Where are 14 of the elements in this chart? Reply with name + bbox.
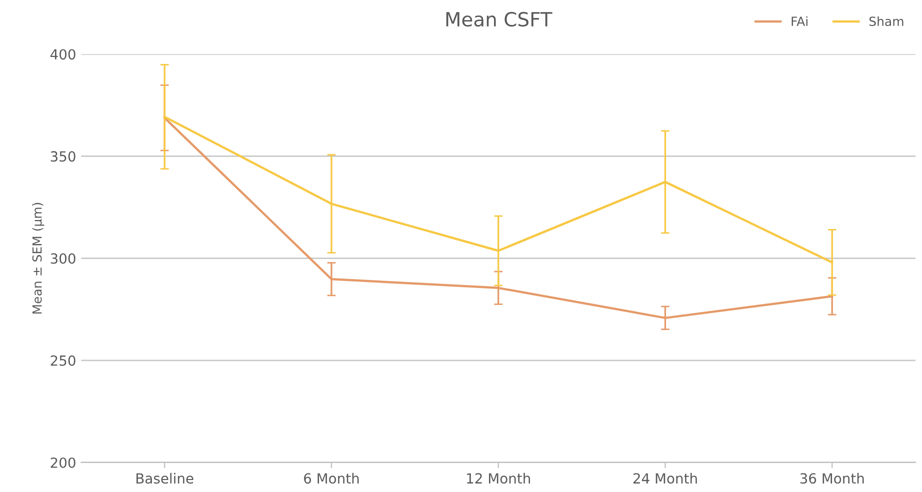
x-tick-label: 6 Month — [304, 472, 359, 484]
y-tick-label: 250 — [50, 355, 76, 366]
x-tick-label: 36 Month — [800, 472, 864, 484]
y-tick-label: 200 — [50, 457, 76, 468]
y-axis-title: Mean ± SEM (µm) — [32, 202, 44, 314]
y-tick-label: 400 — [50, 49, 76, 60]
legend-label: Sham — [869, 16, 904, 26]
x-tick-label: 24 Month — [633, 472, 697, 484]
x-tick-label: 12 Month — [467, 472, 530, 484]
chart-title: Mean CSFT — [446, 12, 552, 27]
y-tick-label: 350 — [50, 151, 76, 162]
legend-label: FAi — [792, 16, 808, 26]
x-tick-label: Baseline — [136, 472, 194, 484]
y-tick-label: 300 — [50, 253, 76, 264]
